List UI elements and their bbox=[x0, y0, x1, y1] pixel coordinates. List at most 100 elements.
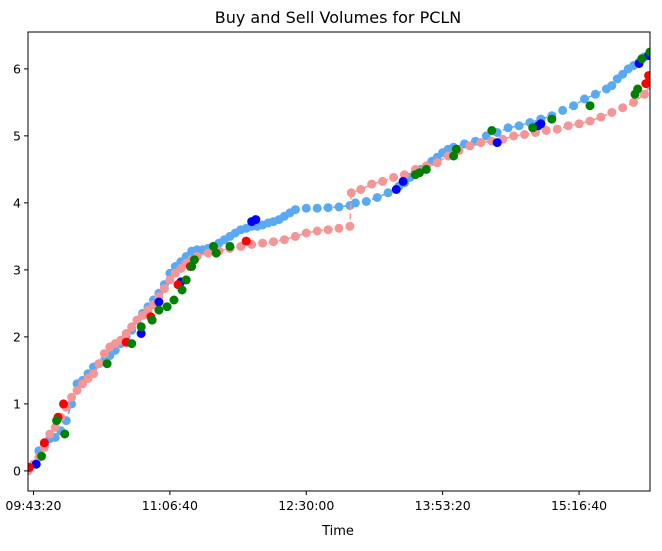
point-large-event-green bbox=[127, 339, 137, 349]
point-sell-volume bbox=[585, 116, 595, 126]
point-sell-volume bbox=[541, 126, 551, 135]
point-sell-volume bbox=[476, 138, 486, 148]
point-buy-volume bbox=[323, 203, 333, 213]
point-sell-volume bbox=[520, 130, 529, 139]
point-sell-volume bbox=[552, 124, 562, 134]
point-sell-volume bbox=[596, 112, 606, 122]
point-large-sell bbox=[241, 236, 251, 246]
point-sell-volume bbox=[629, 97, 639, 107]
point-large-sell bbox=[59, 399, 68, 409]
x-tick-label: 11:06:40 bbox=[142, 498, 198, 513]
point-sell-volume bbox=[67, 392, 77, 402]
point-large-buy bbox=[136, 329, 146, 338]
point-large-event-green bbox=[102, 359, 112, 369]
point-buy-volume bbox=[290, 205, 300, 215]
point-sell-volume bbox=[258, 238, 268, 248]
point-buy-volume bbox=[361, 197, 371, 206]
point-sell-volume bbox=[345, 221, 355, 231]
x-tick-label: 13:53:20 bbox=[415, 498, 471, 513]
point-sell-volume bbox=[312, 226, 322, 236]
point-large-event-green bbox=[147, 315, 157, 325]
point-large-event-green bbox=[225, 241, 235, 251]
point-large-event-green bbox=[637, 54, 647, 64]
y-tick-label: 6 bbox=[13, 61, 21, 76]
point-large-event-green bbox=[547, 114, 557, 124]
point-large-buy bbox=[536, 119, 546, 129]
y-tick-label: 5 bbox=[13, 128, 21, 143]
point-sell-volume bbox=[269, 237, 278, 247]
point-sell-volume bbox=[432, 158, 442, 168]
point-large-event-green bbox=[52, 416, 62, 426]
point-buy-volume bbox=[503, 123, 513, 133]
point-sell-volume bbox=[89, 369, 98, 379]
point-buy-volume bbox=[312, 203, 322, 213]
point-large-event-green bbox=[181, 275, 191, 285]
point-large-sell bbox=[39, 438, 49, 448]
x-tick-label: 09:43:20 bbox=[5, 498, 61, 513]
point-buy-volume bbox=[607, 81, 617, 91]
point-sell-volume bbox=[203, 248, 213, 258]
point-sell-volume bbox=[400, 170, 409, 180]
point-large-event-green bbox=[162, 302, 172, 312]
point-buy-volume bbox=[334, 202, 344, 212]
x-axis-label: Time bbox=[321, 524, 354, 539]
y-tick-label: 1 bbox=[13, 396, 21, 411]
point-large-event-green bbox=[421, 164, 431, 174]
point-large-event-green bbox=[487, 126, 497, 135]
point-large-buy bbox=[154, 297, 164, 307]
axis-ticks: 09:43:20 11:06:40 12:30:00 13:53:20 15:16:40… bbox=[5, 61, 607, 513]
point-large-buy bbox=[251, 215, 261, 225]
point-sell-volume bbox=[574, 119, 584, 129]
point-sell-volume bbox=[334, 223, 344, 233]
point-large-event-green bbox=[451, 144, 461, 154]
point-large-sell bbox=[644, 71, 650, 81]
point-buy-volume bbox=[301, 203, 311, 213]
point-sell-volume bbox=[301, 228, 311, 238]
point-buy-volume bbox=[569, 101, 579, 111]
point-large-event-green bbox=[177, 285, 187, 295]
point-sell-volume bbox=[290, 231, 300, 241]
y-tick-label: 0 bbox=[13, 463, 21, 478]
point-buy-volume bbox=[514, 121, 524, 131]
point-large-event-green bbox=[415, 168, 424, 178]
point-sell-volume bbox=[50, 422, 60, 432]
plot-frame bbox=[27, 31, 651, 492]
point-large-event-green bbox=[211, 248, 221, 258]
point-sell-volume bbox=[367, 179, 377, 189]
point-sell-volume bbox=[159, 284, 169, 294]
point-sell-volume bbox=[127, 322, 137, 332]
point-sell-volume bbox=[165, 275, 175, 285]
chart-title: Buy and Sell Volumes for PCLN bbox=[215, 8, 462, 27]
point-buy-volume bbox=[580, 94, 589, 104]
point-sell-volume bbox=[94, 359, 104, 369]
point-sell-volume bbox=[121, 329, 131, 338]
point-large-buy bbox=[31, 459, 41, 469]
y-tick-label: 2 bbox=[13, 329, 21, 344]
point-buy-volume bbox=[590, 89, 600, 99]
point-sell-volume bbox=[72, 386, 82, 395]
point-large-sell bbox=[28, 463, 34, 472]
point-buy-volume bbox=[372, 193, 382, 202]
point-large-event-green bbox=[169, 295, 179, 305]
point-sell-volume bbox=[640, 89, 649, 99]
point-large-event-green bbox=[633, 84, 643, 94]
point-sell-volume bbox=[279, 235, 289, 245]
point-large-event-green bbox=[136, 322, 146, 332]
point-large-event-green bbox=[154, 305, 164, 315]
point-sell-volume bbox=[356, 185, 366, 194]
point-large-buy bbox=[398, 176, 408, 186]
point-buy-volume bbox=[350, 198, 360, 208]
point-sell-volume bbox=[563, 121, 573, 131]
point-large-buy bbox=[492, 138, 502, 148]
x-tick-label: 15:16:40 bbox=[551, 498, 607, 513]
point-large-event-green bbox=[585, 101, 595, 111]
point-sell-volume bbox=[607, 107, 617, 117]
y-tick-label: 4 bbox=[13, 195, 21, 210]
point-sell-volume bbox=[509, 131, 519, 141]
point-sell-volume bbox=[618, 103, 628, 113]
point-large-event-green bbox=[528, 123, 538, 133]
point-large-event-green bbox=[60, 429, 70, 439]
